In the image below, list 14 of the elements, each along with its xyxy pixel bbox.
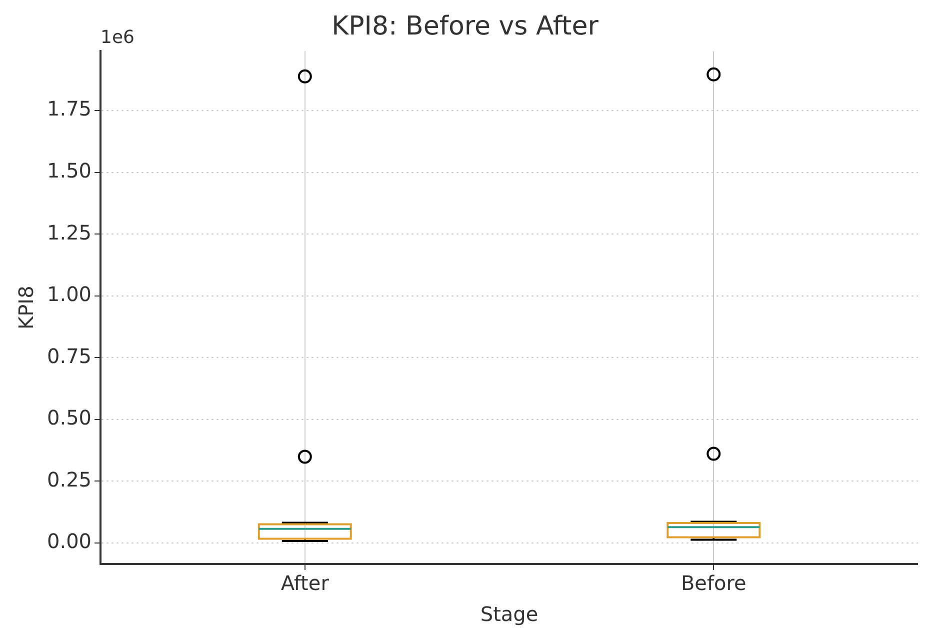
y-tick-label: 1.25 (47, 220, 92, 244)
y-axis-title: KPI8 (14, 286, 38, 330)
x-axis-title: Stage (480, 602, 538, 626)
y-tick-label: 1.50 (47, 158, 92, 182)
x-tick-label: Before (680, 571, 746, 596)
y-tick-label: 1.75 (47, 96, 92, 121)
text: 1e6 (100, 26, 135, 48)
chart-title: KPI8: Before vs After (332, 11, 599, 42)
y-tick-label: 1.00 (47, 282, 92, 306)
y-tick-label: 0.25 (47, 467, 92, 492)
x-tick-label: After (280, 571, 330, 596)
y-tick-label: 0.00 (47, 529, 92, 554)
y-tick-label: 0.50 (47, 406, 92, 430)
y-tick-label: 0.75 (47, 344, 92, 368)
